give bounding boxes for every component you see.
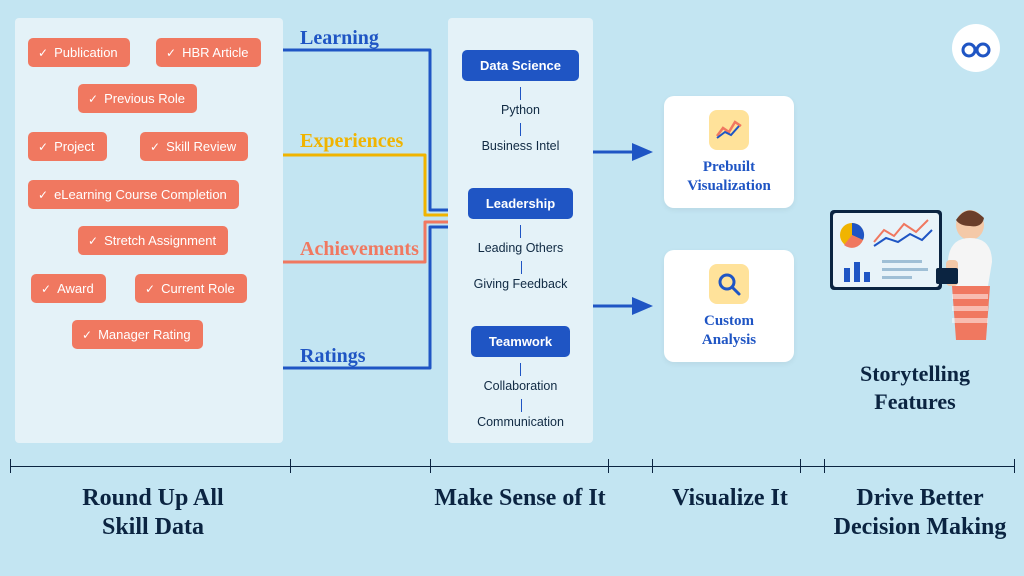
column-title: Drive BetterDecision Making	[830, 484, 1010, 542]
category-label: Achievements	[300, 238, 419, 261]
column-title: Visualize It	[660, 484, 800, 513]
category-label: Experiences	[300, 130, 403, 153]
check-icon: ✓	[166, 46, 176, 60]
axis-tick	[608, 459, 609, 473]
chart-icon	[709, 110, 749, 150]
skill-group: Leadership Leading Others Giving Feedback	[448, 188, 593, 291]
infographic-root: ✓ Publication ✓ HBR Article ✓ Previous Role ✓ P…	[0, 0, 1024, 576]
skill-sub: Python	[501, 87, 540, 117]
skill-group-head: Leadership	[468, 188, 573, 219]
check-icon: ✓	[150, 140, 160, 154]
pill-label: Current Role	[161, 281, 235, 296]
pill-label: Award	[57, 281, 94, 296]
check-icon: ✓	[41, 282, 51, 296]
axis-tick	[430, 459, 431, 473]
skill-pill: ✓ eLearning Course Completion	[28, 180, 239, 209]
skill-group-head: Data Science	[462, 50, 579, 81]
bottom-axis	[10, 466, 1014, 467]
check-icon: ✓	[38, 140, 48, 154]
skill-sub: Collaboration	[484, 363, 558, 393]
check-icon: ✓	[88, 92, 98, 106]
viz-card-title: PrebuiltVisualization	[687, 158, 771, 196]
axis-tick	[824, 459, 825, 473]
skill-pill: ✓ Project	[28, 132, 107, 161]
skill-pill: ✓ Previous Role	[78, 84, 197, 113]
axis-tick	[652, 459, 653, 473]
skill-group: Data Science Python Business Intel	[448, 50, 593, 153]
skill-sub: Leading Others	[478, 225, 563, 255]
viz-card: PrebuiltVisualization	[664, 96, 794, 208]
axis-tick	[1014, 459, 1015, 473]
skill-pill: ✓ Stretch Assignment	[78, 226, 228, 255]
pill-label: Manager Rating	[98, 327, 191, 342]
skill-sub: Business Intel	[482, 123, 560, 153]
skill-pill: ✓ HBR Article	[156, 38, 261, 67]
check-icon: ✓	[38, 188, 48, 202]
axis-tick	[290, 459, 291, 473]
skill-pill: ✓ Award	[31, 274, 106, 303]
storytelling-label: StorytellingFeatures	[830, 360, 1000, 415]
skill-group: Teamwork Collaboration Communication	[448, 326, 593, 429]
skill-pill: ✓ Current Role	[135, 274, 247, 303]
skill-pill: ✓ Publication	[28, 38, 130, 67]
glasses-icon	[961, 38, 991, 58]
pill-label: eLearning Course Completion	[54, 187, 227, 202]
skill-sub: Giving Feedback	[474, 261, 568, 291]
brand-logo-badge	[952, 24, 1000, 72]
category-label: Ratings	[300, 345, 366, 368]
pill-label: Stretch Assignment	[104, 233, 216, 248]
viz-card-title: CustomAnalysis	[702, 312, 756, 350]
skill-pill: ✓ Skill Review	[140, 132, 248, 161]
category-label: Learning	[300, 27, 379, 50]
check-icon: ✓	[82, 328, 92, 342]
column-title: Round Up AllSkill Data	[38, 484, 268, 542]
viz-card: CustomAnalysis	[664, 250, 794, 362]
storytelling-illustration	[830, 190, 1010, 350]
check-icon: ✓	[88, 234, 98, 248]
skill-pill: ✓ Manager Rating	[72, 320, 203, 349]
magnify-icon	[709, 264, 749, 304]
column-title: Make Sense of It	[425, 484, 615, 513]
skill-sub: Communication	[477, 399, 564, 429]
check-icon: ✓	[145, 282, 155, 296]
storytelling-label-text: StorytellingFeatures	[860, 361, 970, 414]
pill-label: Project	[54, 139, 94, 154]
sense-panel: Data Science Python Business Intel Leadersh…	[448, 18, 593, 443]
pill-label: Previous Role	[104, 91, 185, 106]
axis-tick	[800, 459, 801, 473]
axis-tick	[10, 459, 11, 473]
pill-label: Publication	[54, 45, 118, 60]
pill-label: Skill Review	[166, 139, 236, 154]
pill-label: HBR Article	[182, 45, 248, 60]
skill-group-head: Teamwork	[471, 326, 570, 357]
check-icon: ✓	[38, 46, 48, 60]
